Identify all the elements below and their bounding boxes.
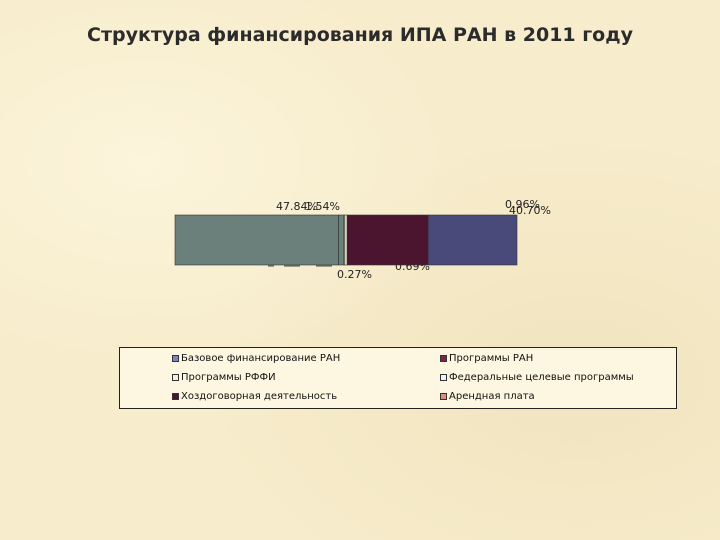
legend-swatch	[440, 374, 447, 381]
bar-segment-4	[344, 214, 348, 266]
legend-label: Хоздоговорная деятельность	[181, 391, 338, 402]
bar-segment-5	[346, 214, 429, 266]
bar-segment-1	[174, 214, 339, 266]
legend-swatch	[440, 393, 447, 400]
data-label-3: 0.27%	[337, 268, 372, 281]
legend: Базовое финансирование РАН Программы РАН П…	[119, 347, 677, 409]
legend-label: Федеральные целевые программы	[449, 372, 634, 383]
legend-item: Хоздоговорная деятельность	[172, 391, 337, 402]
legend-item: Арендная плата	[440, 391, 535, 402]
data-label-2: 1.54%	[305, 200, 340, 213]
page-title: Структура финансирования ИПА РАН в 2011 …	[87, 24, 633, 46]
bar-segment-6	[427, 214, 518, 266]
legend-swatch	[440, 355, 447, 362]
legend-label: Программы РФФИ	[181, 372, 276, 383]
legend-label: Арендная плата	[449, 391, 535, 402]
data-label-5: 0.96%	[505, 198, 540, 211]
data-label-6: 40.70%	[509, 204, 551, 217]
legend-item: Программы РФФИ	[172, 372, 276, 383]
legend-swatch	[172, 355, 179, 362]
legend-item: Федеральные целевые программы	[440, 372, 634, 383]
legend-swatch	[172, 393, 179, 400]
legend-label: Базовое финансирование РАН	[181, 353, 341, 364]
bar-segment-2	[338, 214, 345, 266]
legend-item: Базовое финансирование РАН	[172, 353, 340, 364]
legend-label: Программы РАН	[449, 353, 534, 364]
legend-swatch	[172, 374, 179, 381]
data-label-1: 47.84%	[276, 200, 318, 213]
legend-item: Программы РАН	[440, 353, 533, 364]
